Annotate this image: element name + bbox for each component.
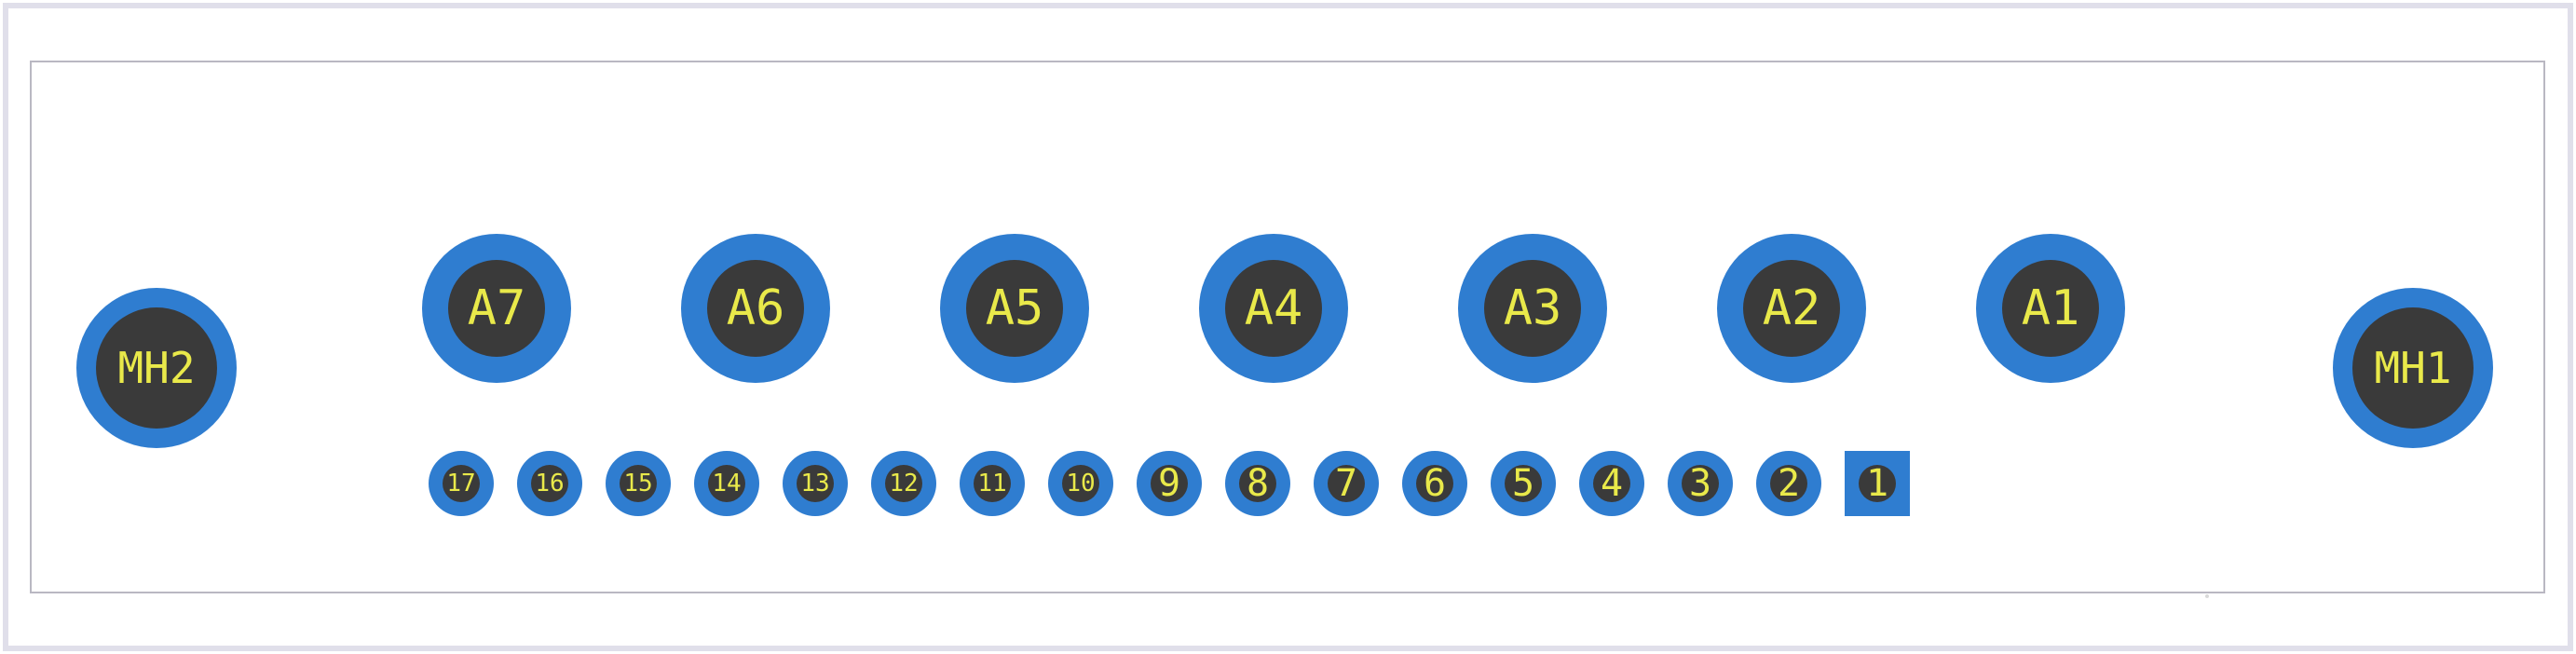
- pad-8: 8: [1225, 451, 1290, 516]
- pad-label: 3: [1689, 465, 1711, 502]
- pad-label: A1: [2022, 284, 2080, 333]
- pad-7: 7: [1314, 451, 1379, 516]
- pad-label: A7: [468, 284, 526, 333]
- pad-label: 10: [1066, 471, 1095, 496]
- pad-label: 12: [889, 471, 918, 496]
- pad-label: A3: [1504, 284, 1562, 333]
- pad-label: 9: [1158, 465, 1180, 502]
- pad-label: 8: [1247, 465, 1269, 502]
- pad-4: 4: [1579, 451, 1644, 516]
- pad-label: 15: [623, 471, 652, 496]
- pad-label: MH1: [2374, 347, 2451, 389]
- pad-a1: A1: [1976, 234, 2125, 383]
- pad-2: 2: [1756, 451, 1821, 516]
- pad-15: 15: [606, 451, 671, 516]
- pad-label: 6: [1424, 465, 1446, 502]
- pad-1: 1: [1845, 451, 1910, 516]
- pad-12: 12: [871, 451, 936, 516]
- pad-label: 13: [800, 471, 829, 496]
- pad-6: 6: [1402, 451, 1467, 516]
- pad-label: 16: [535, 471, 564, 496]
- pad-label: A2: [1763, 284, 1821, 333]
- pad-label: A5: [986, 284, 1044, 333]
- pad-label: 1: [1866, 465, 1888, 502]
- pad-a3: A3: [1458, 234, 1607, 383]
- pad-label: 2: [1778, 465, 1800, 502]
- pad-a4: A4: [1199, 234, 1348, 383]
- pad-label: MH2: [117, 347, 195, 389]
- pad-13: 13: [783, 451, 848, 516]
- pad-3: 3: [1668, 451, 1733, 516]
- pad-14: 14: [694, 451, 759, 516]
- pad-16: 16: [517, 451, 582, 516]
- pad-label: 5: [1512, 465, 1534, 502]
- pad-label: 7: [1335, 465, 1357, 502]
- pad-a7: A7: [422, 234, 571, 383]
- pad-label: A6: [727, 284, 785, 333]
- pad-label: 14: [712, 471, 741, 496]
- pad-label: 4: [1601, 465, 1623, 502]
- pad-mh1: MH1: [2333, 288, 2493, 448]
- pad-10: 10: [1048, 451, 1113, 516]
- pad-17: 17: [429, 451, 494, 516]
- pad-11: 11: [960, 451, 1025, 516]
- pad-a2: A2: [1717, 234, 1866, 383]
- pad-label: 11: [977, 471, 1006, 496]
- pad-mh2: MH2: [76, 288, 237, 448]
- pad-label: A4: [1245, 284, 1303, 333]
- pad-a6: A6: [681, 234, 830, 383]
- pad-a5: A5: [940, 234, 1089, 383]
- watermark-dot: [2205, 594, 2209, 598]
- pad-5: 5: [1491, 451, 1556, 516]
- pad-label: 17: [446, 471, 475, 496]
- pad-9: 9: [1137, 451, 1202, 516]
